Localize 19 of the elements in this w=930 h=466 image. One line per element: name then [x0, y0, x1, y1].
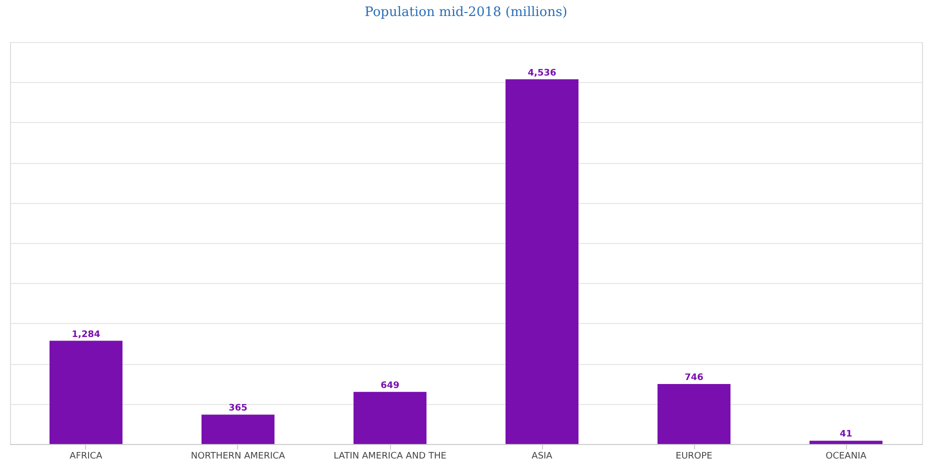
data-label: 41: [840, 430, 852, 440]
x-tick-label: NORTHERN AMERICA: [190, 452, 286, 462]
bar: [810, 440, 882, 444]
x-tick-label: EUROPE: [676, 452, 713, 462]
bar: [50, 340, 122, 444]
x-tick-label: OCEANIA: [826, 452, 868, 462]
data-label: 4,536: [528, 68, 556, 78]
bar: [202, 414, 274, 444]
x-tick-label: AFRICA: [70, 452, 104, 462]
data-label: 1,284: [72, 330, 100, 340]
bar: [354, 392, 426, 444]
x-tick-label: LATIN AMERICA AND THE: [334, 452, 447, 462]
data-label: 746: [684, 373, 704, 384]
x-tick-label: ASIA: [532, 452, 554, 462]
bar: [506, 79, 578, 444]
chart-title: Population mid-2018 (millions): [364, 5, 568, 20]
bar: [658, 384, 730, 444]
data-label: 649: [380, 380, 400, 391]
data-label: 365: [228, 404, 248, 414]
